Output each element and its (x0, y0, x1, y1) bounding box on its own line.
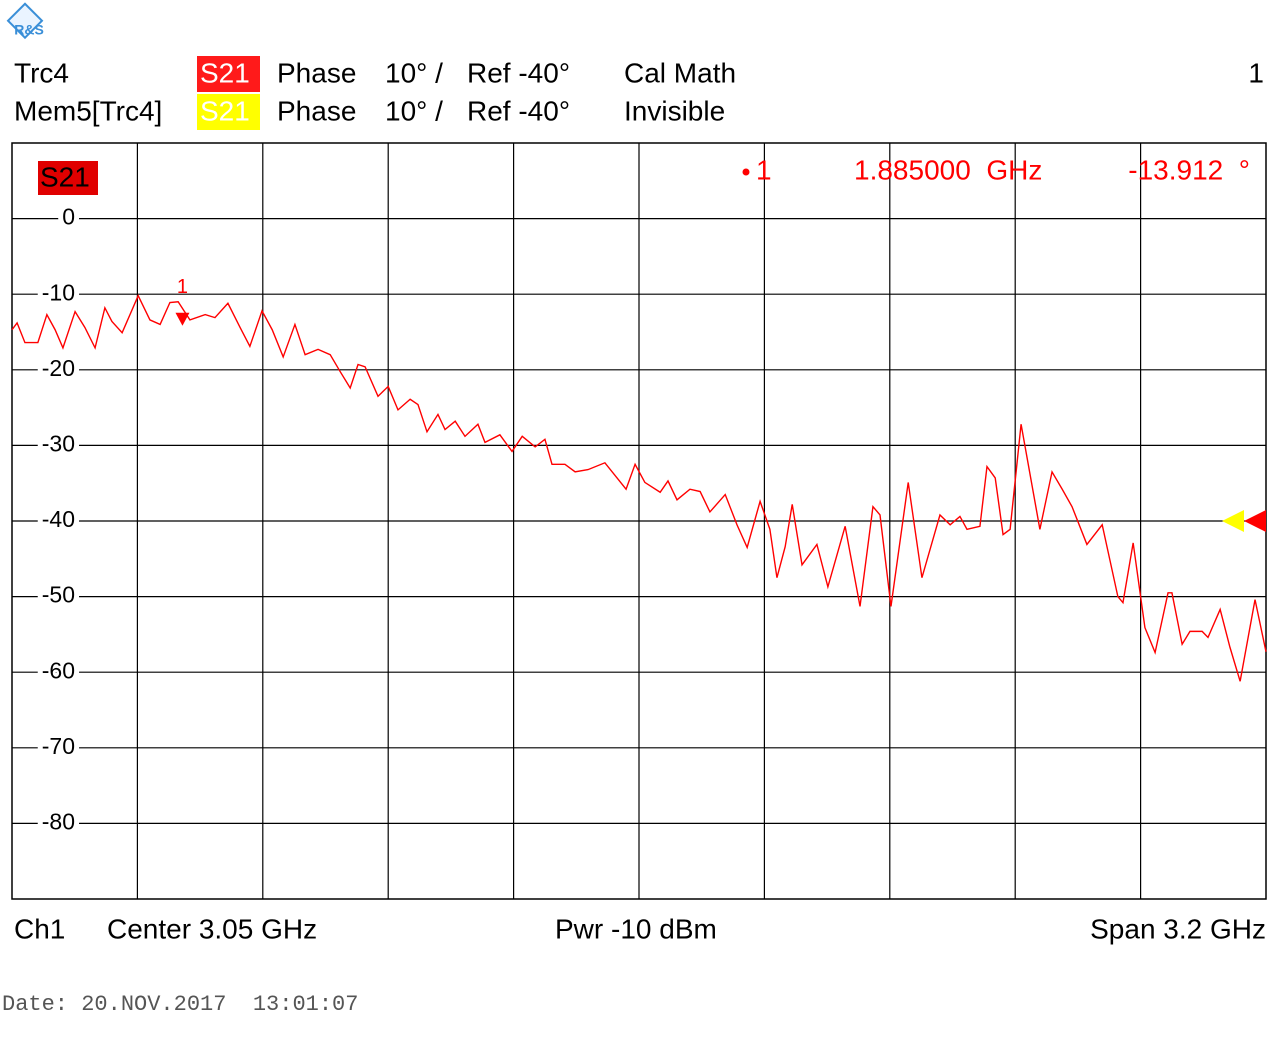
y-tick-label: -80 (42, 808, 75, 834)
memory-scale: 10° / (385, 95, 443, 126)
param: S21 (200, 57, 250, 88)
plot-badge (38, 161, 98, 195)
plot: 0 -10 -20 -30 -40 -50 -60 -70 -80 1 1 1.885000 GHz -… (11, 143, 1267, 899)
logo: R&S (6, 2, 44, 40)
ref: Ref -40° (467, 57, 570, 88)
status: Cal Math (624, 57, 736, 88)
y-tick-label: -70 (42, 733, 75, 759)
channel-number: 1 (1248, 57, 1264, 88)
marker-label: 1 (177, 276, 188, 298)
marker-dot (742, 168, 750, 176)
param-badge (197, 56, 260, 92)
memory-param: S21 (200, 95, 250, 126)
y-tick-label: 0 (62, 204, 75, 230)
marker (175, 312, 190, 326)
ref-arrow (1244, 510, 1266, 532)
scale: 10° / (385, 57, 443, 88)
trace (11, 294, 1267, 682)
marker-readout-x: 1.885000 GHz (854, 154, 1042, 185)
y-tick-label: -10 (42, 279, 75, 305)
date: Date: 20.NOV.2017 13:01:07 (2, 992, 358, 1017)
y-tick-label: -30 (42, 430, 75, 456)
ref-arrow-memory (1222, 510, 1244, 532)
y-tick-label: -40 (42, 506, 75, 532)
memory-badge (197, 94, 260, 130)
y-tick-label: -20 (42, 355, 75, 381)
y-tick-label: -50 (42, 582, 75, 608)
marker-readout-y: -13.912 ° (1128, 154, 1250, 185)
memory-ref: Ref -40° (467, 95, 570, 126)
power: Pwr -10 dBm (555, 913, 717, 944)
y-tick-label: -60 (42, 657, 75, 683)
trace-label: Trc4 (14, 57, 69, 88)
plot-badge-text: S21 (40, 161, 90, 192)
memory-format: Phase (277, 95, 356, 126)
memory-status: Invisible (624, 95, 725, 126)
format: Phase (277, 57, 356, 88)
center: Center 3.05 GHz (107, 913, 317, 944)
memory-label: Mem5[Trc4] (14, 95, 162, 126)
svg-text:R&S: R&S (14, 22, 44, 38)
marker-readout-name: 1 (756, 154, 772, 185)
span: Span 3.2 GHz (1090, 913, 1266, 944)
channel: Ch1 (14, 913, 65, 944)
